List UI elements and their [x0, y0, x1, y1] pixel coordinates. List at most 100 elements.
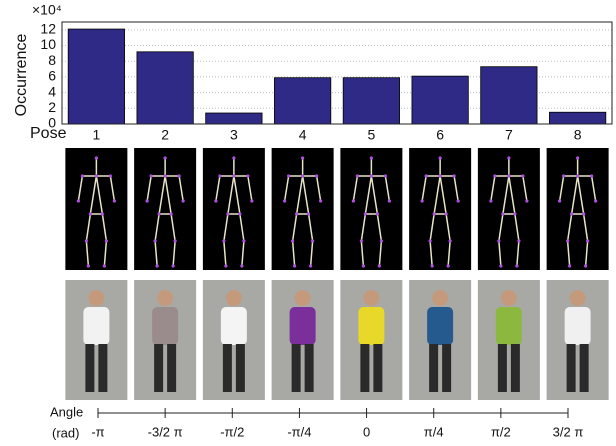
skeleton-joint — [562, 174, 565, 177]
x-tick-label: 3 — [230, 127, 238, 143]
skeleton-joint — [507, 174, 510, 177]
skeleton-joint — [178, 174, 181, 177]
skeleton-joint — [77, 199, 80, 202]
skeleton-joint — [309, 264, 312, 267]
skeleton-joint — [421, 199, 424, 202]
skeleton-joint — [380, 239, 383, 242]
skeleton-joint — [293, 264, 296, 267]
skeleton-joint — [89, 212, 92, 215]
skeleton-joint — [146, 199, 149, 202]
skeleton-joint — [384, 174, 387, 177]
bar — [68, 29, 124, 124]
skeleton-joint — [307, 212, 310, 215]
skeleton-joint — [224, 264, 227, 267]
person-head — [363, 290, 379, 306]
person-shirt — [496, 307, 522, 345]
skeleton-joint — [439, 174, 442, 177]
person-shirt — [427, 307, 453, 345]
skeleton-joint — [158, 212, 161, 215]
person-shirt — [83, 307, 109, 345]
person-leg — [223, 344, 232, 392]
bar — [274, 78, 330, 124]
skeleton-joint — [95, 156, 98, 159]
bar — [343, 78, 399, 124]
person-leg — [292, 344, 301, 392]
skeleton-joint — [242, 239, 245, 242]
person-leg — [373, 344, 382, 392]
angle-label: Angle — [50, 404, 83, 419]
skeleton-joint — [370, 156, 373, 159]
skeleton-joint — [576, 174, 579, 177]
person-leg — [580, 344, 589, 392]
skeleton-joint — [105, 239, 108, 242]
skeleton-joint — [364, 212, 367, 215]
angle-tick-label: 3/2 π — [553, 424, 584, 439]
skeleton-joint — [431, 264, 434, 267]
skeleton-joint — [311, 239, 314, 242]
skeleton-joint — [101, 212, 104, 215]
skeleton-joint — [301, 156, 304, 159]
skeleton-joint — [453, 174, 456, 177]
skeleton-joint — [95, 174, 98, 177]
skeleton-joint — [457, 199, 460, 202]
person-shirt — [565, 307, 591, 345]
skeleton-joint — [586, 239, 589, 242]
skeleton-joint — [238, 212, 241, 215]
skeleton-joint — [87, 264, 90, 267]
person-shirt — [358, 307, 384, 345]
person-shirt — [152, 307, 178, 345]
skeleton-joint — [501, 212, 504, 215]
person-shirt — [290, 307, 316, 345]
skeleton-joint — [154, 239, 157, 242]
skeleton-joint — [164, 156, 167, 159]
skeleton-joint — [558, 199, 561, 202]
angle-tick-label: π/2 — [491, 424, 511, 439]
skeleton-joint — [232, 156, 235, 159]
skeleton-joint — [301, 174, 304, 177]
angle-tick-label: -π/4 — [287, 424, 311, 439]
skeleton-joint — [517, 239, 520, 242]
skeleton-joint — [433, 212, 436, 215]
y-axis-label: Occurrence — [13, 34, 30, 117]
skeleton-joint — [240, 264, 243, 267]
person-head — [226, 290, 242, 306]
person-head — [295, 290, 311, 306]
angle-tick-label: -π — [91, 424, 104, 439]
y-tick-label: 2 — [48, 99, 56, 115]
skeleton-joint — [521, 174, 524, 177]
skeleton-joint — [429, 239, 432, 242]
skeleton-joint — [566, 239, 569, 242]
person-head — [570, 290, 586, 306]
skeleton-joint — [525, 199, 528, 202]
skeleton-joint — [113, 199, 116, 202]
y-tick-label: 4 — [48, 83, 56, 99]
person-head — [501, 290, 517, 306]
bar — [412, 76, 468, 124]
person-leg — [98, 344, 107, 392]
skeleton-joint — [362, 264, 365, 267]
skeleton-joint — [214, 199, 217, 202]
skeleton-joint — [295, 212, 298, 215]
person-head — [88, 290, 104, 306]
skeleton-joint — [493, 174, 496, 177]
skeleton-joint — [315, 174, 318, 177]
x-tick-label: 8 — [574, 127, 582, 143]
skeleton-joint — [103, 264, 106, 267]
skeleton-joint — [172, 264, 175, 267]
skeleton-joint — [489, 199, 492, 202]
skeleton-joint — [449, 239, 452, 242]
x-tick-label: 6 — [436, 127, 444, 143]
x-tick-label: 5 — [367, 127, 375, 143]
skeleton-joint — [584, 264, 587, 267]
x-tick-label: 2 — [161, 127, 169, 143]
person-leg — [85, 344, 94, 392]
skeleton-joint — [576, 156, 579, 159]
skeleton-joint — [150, 174, 153, 177]
skeleton-joint — [370, 174, 373, 177]
y-tick-label: 6 — [48, 68, 56, 84]
person-leg — [429, 344, 438, 392]
bar — [137, 52, 193, 124]
skeleton-joint — [81, 174, 84, 177]
skeleton-joint — [164, 174, 167, 177]
skeleton-joint — [425, 174, 428, 177]
